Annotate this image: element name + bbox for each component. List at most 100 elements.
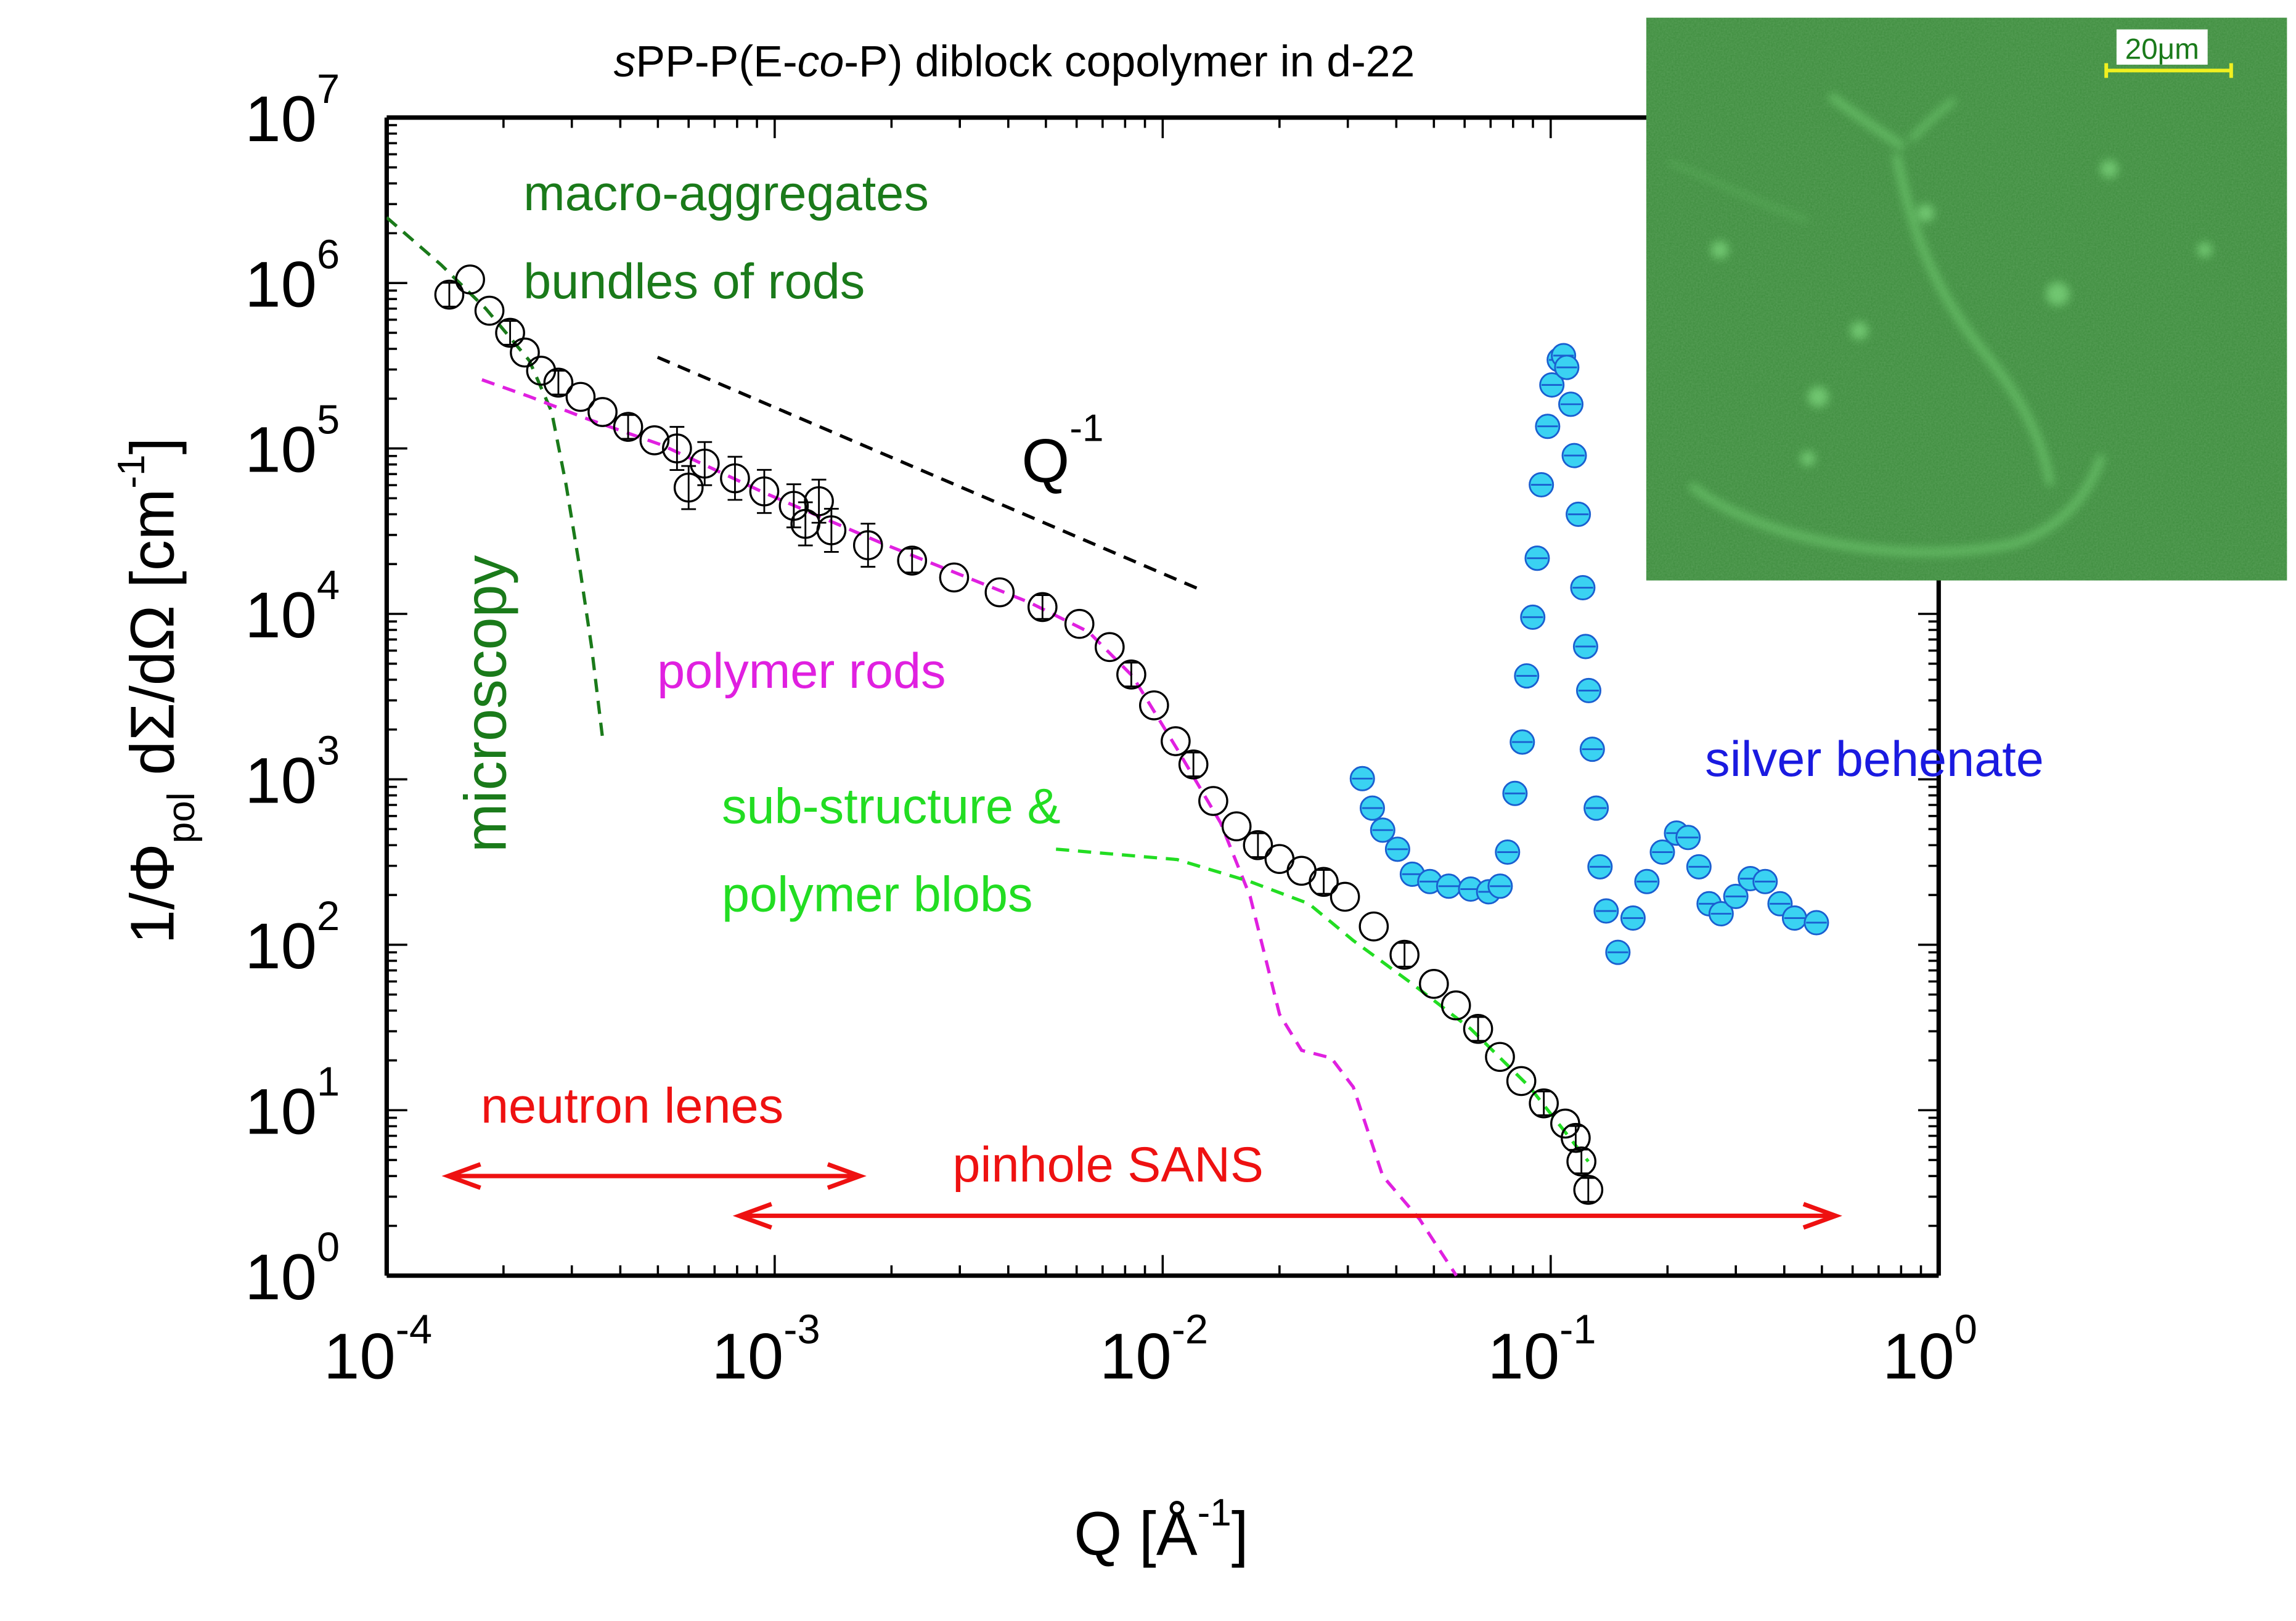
data-point	[1463, 1014, 1493, 1044]
data-point-marker	[1094, 632, 1125, 663]
data-point	[1116, 659, 1146, 690]
y-tick-exponent: 5	[317, 398, 340, 443]
data-point-marker	[1221, 811, 1252, 841]
silver-behenate-point	[1487, 873, 1513, 899]
silver-behenate-point	[1524, 545, 1550, 571]
silver-behenate-point	[1752, 868, 1778, 894]
data-point-marker	[587, 397, 618, 427]
data-point-marker	[778, 491, 809, 521]
y-tick-label: 104	[245, 563, 340, 651]
silver-behenate-point	[1723, 883, 1749, 909]
y-tick-base: 10	[245, 414, 317, 486]
data-point-marker	[1027, 592, 1058, 623]
data-point	[984, 577, 1015, 608]
data-point	[1178, 749, 1209, 780]
silver-behenate-point	[1539, 372, 1565, 398]
data-point	[852, 523, 883, 568]
data-point	[639, 425, 670, 455]
label-silver-behenate: silver behenate	[1705, 732, 2044, 787]
data-point	[673, 465, 704, 510]
data-point	[804, 478, 834, 524]
data-point	[1389, 939, 1420, 970]
label-sub-structure: sub-structure &	[722, 778, 1061, 834]
y-tick-base: 10	[245, 248, 317, 321]
x-tick-exponent: -4	[396, 1307, 432, 1352]
data-point	[455, 264, 485, 295]
y-tick-base: 10	[245, 83, 317, 155]
data-point-marker	[1286, 855, 1317, 886]
label-polymer-blobs: polymer blobs	[722, 867, 1033, 922]
data-point	[1064, 608, 1095, 639]
data-point-marker	[1178, 749, 1209, 780]
data-point-marker	[816, 515, 847, 545]
y-tick-base: 10	[245, 910, 317, 982]
data-point	[434, 279, 465, 310]
data-point	[662, 426, 692, 471]
data-point	[495, 317, 525, 348]
data-point-marker	[1064, 608, 1095, 639]
y-tick-exponent: 3	[317, 729, 340, 774]
y-tick-exponent: 4	[317, 563, 340, 608]
silver-behenate-point	[1436, 873, 1461, 899]
x-tick-base: 10	[712, 1321, 784, 1393]
data-point	[790, 501, 821, 547]
y-tick-exponent: 2	[317, 894, 340, 939]
y-tick-label: 101	[245, 1059, 340, 1148]
y-tick-exponent: 1	[317, 1059, 340, 1104]
title-part: -P) diblock copolymer in d-22	[844, 37, 1415, 86]
x-tick-exponent: -3	[783, 1307, 820, 1352]
x-tick-exponent: 0	[1955, 1307, 1977, 1352]
silver-behenate-point	[1514, 663, 1540, 689]
x-tick-label: 100	[1882, 1307, 1977, 1392]
data-point	[1286, 855, 1317, 886]
data-point-marker	[1264, 844, 1295, 874]
silver-behenate-point	[1675, 825, 1701, 851]
data-point-marker	[639, 425, 670, 455]
tick-labels: 10-4 10-3 10-2 10-1 100100101102103104105106…	[245, 67, 1977, 1393]
silver-behenate-point	[1570, 574, 1596, 600]
data-point	[749, 468, 780, 514]
arrow-head-left	[441, 1162, 481, 1190]
data-point-marker	[1529, 1088, 1559, 1119]
label-neutron-lenes: neutron lenes	[481, 1079, 783, 1134]
data-point	[939, 562, 970, 593]
data-point-marker	[1309, 867, 1339, 897]
data-point	[1027, 592, 1058, 623]
silver-behenate-point	[1587, 854, 1613, 880]
y-label-superscript: -1	[110, 455, 153, 489]
data-point	[1139, 690, 1169, 721]
silver-behenate-point	[1593, 898, 1619, 924]
x-tick-label: 10-4	[324, 1307, 432, 1392]
data-point	[816, 507, 847, 553]
y-tick-base: 10	[245, 579, 317, 651]
data-point-marker	[1440, 990, 1471, 1021]
x-tick-base: 10	[324, 1321, 396, 1393]
y-tick-label: 105	[245, 398, 340, 486]
data-point-marker	[939, 562, 970, 593]
data-series	[434, 264, 1829, 1205]
silver-behenate-point	[1566, 501, 1591, 527]
silver-behenate-point	[1502, 780, 1528, 806]
data-point	[1506, 1066, 1537, 1096]
data-point	[1221, 811, 1252, 841]
x-tick-label: 10-1	[1487, 1307, 1596, 1392]
data-point	[1330, 881, 1360, 912]
silver-behenate-point	[1579, 737, 1605, 762]
y-tick-label: 107	[245, 67, 340, 155]
data-point	[1485, 1042, 1515, 1072]
data-point	[587, 397, 618, 427]
fit-curve-1	[481, 378, 1458, 1277]
y-tick-exponent: 0	[317, 1225, 340, 1270]
data-point-marker	[852, 530, 883, 560]
data-point	[1309, 867, 1339, 897]
data-point-marker	[662, 433, 692, 463]
silver-behenate-point	[1708, 900, 1734, 927]
data-point-marker	[897, 545, 928, 576]
data-point-marker	[434, 279, 465, 310]
silver-behenate-point	[1529, 472, 1554, 498]
data-point-marker	[510, 337, 540, 368]
data-point-marker	[1330, 881, 1360, 912]
x-tick-exponent: -2	[1172, 1307, 1208, 1352]
data-point	[1573, 1175, 1604, 1205]
